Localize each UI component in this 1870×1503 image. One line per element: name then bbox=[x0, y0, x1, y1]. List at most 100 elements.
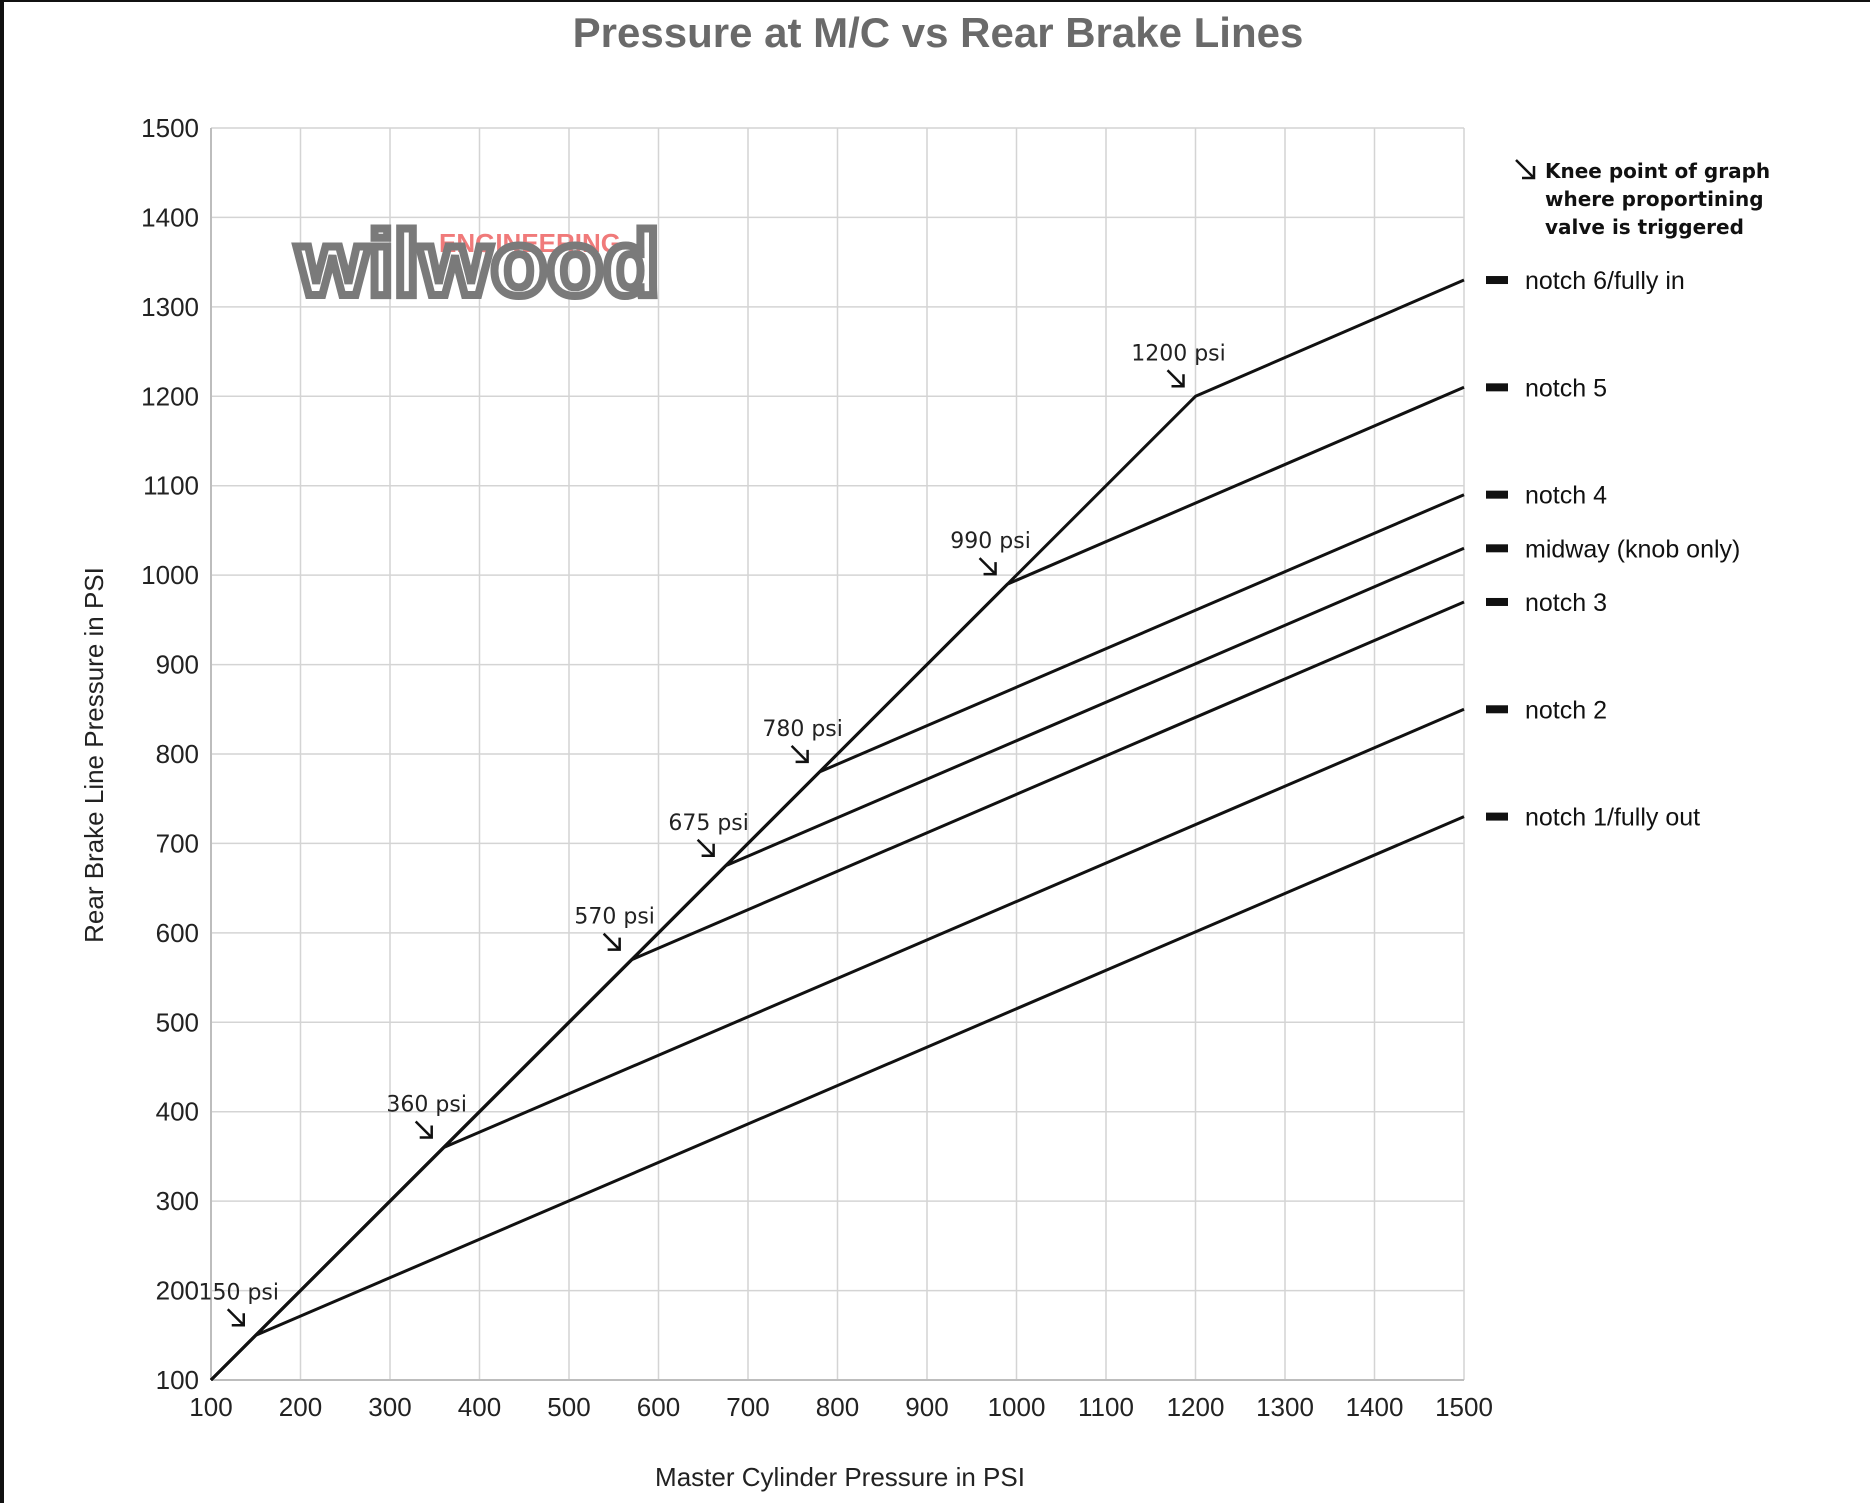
arrow-head bbox=[701, 843, 715, 858]
y-tick-label: 1200 bbox=[141, 381, 199, 411]
x-tick-label: 1300 bbox=[1256, 1392, 1314, 1422]
legend-item: notch 2 bbox=[1486, 696, 1607, 724]
left-border bbox=[0, 0, 4, 1503]
arrow-icon bbox=[1166, 369, 1185, 388]
x-tick-label: 1100 bbox=[1078, 1392, 1134, 1422]
arrow-head bbox=[795, 749, 809, 764]
legend-label: notch 1/fully out bbox=[1525, 804, 1700, 832]
arrow-head bbox=[607, 937, 621, 951]
y-tick-label: 500 bbox=[156, 1007, 199, 1037]
arrow-icon bbox=[696, 838, 715, 858]
arrow-shaft bbox=[602, 932, 621, 951]
series-lines bbox=[209, 278, 1465, 1382]
x-tick-label: 400 bbox=[458, 1392, 501, 1422]
arrow-shaft bbox=[414, 1120, 433, 1139]
knee-label: 150 psi bbox=[198, 1280, 279, 1305]
legend-label: notch 2 bbox=[1525, 696, 1607, 724]
legend-item: notch 6/fully in bbox=[1486, 267, 1685, 295]
y-tick-label: 1300 bbox=[141, 292, 199, 322]
y-tick-label: 1000 bbox=[141, 560, 199, 590]
x-tick-label: 700 bbox=[726, 1392, 769, 1422]
y-tick-label: 600 bbox=[156, 918, 199, 948]
x-tick-label: 1500 bbox=[1435, 1392, 1493, 1422]
knee-annotation: 780 psi bbox=[762, 717, 843, 764]
knee-annotation: 360 psi bbox=[386, 1092, 467, 1139]
y-tick-label: 200 bbox=[156, 1276, 199, 1306]
legend-label: midway (knob only) bbox=[1525, 535, 1740, 563]
x-axis-ticks: 100 200 300 400 500 600 700 800 900 1000 1100 1200 1… bbox=[189, 1392, 1493, 1422]
legend-swatch bbox=[1486, 705, 1508, 714]
arrow-icon bbox=[602, 932, 621, 951]
arrow-head bbox=[983, 562, 997, 576]
legend-item: midway (knob only) bbox=[1486, 535, 1740, 563]
legend-item: notch 5 bbox=[1486, 374, 1607, 402]
legend-swatch bbox=[1486, 490, 1508, 499]
knee-note-line-2: where proportining bbox=[1545, 187, 1764, 211]
arrow-shaft bbox=[978, 557, 997, 575]
legend-label: notch 5 bbox=[1525, 374, 1607, 402]
x-tick-label: 300 bbox=[368, 1392, 411, 1422]
knee-note-line-3: valve is triggered bbox=[1545, 215, 1744, 239]
y-tick-label: 1100 bbox=[143, 471, 199, 501]
legend-item: notch 4 bbox=[1486, 482, 1607, 510]
legend-swatch bbox=[1486, 812, 1508, 821]
knee-annotation: 1200 psi bbox=[1131, 341, 1226, 388]
plot-area bbox=[210, 128, 1464, 1381]
arrow-head bbox=[419, 1125, 433, 1139]
arrow-icon bbox=[1515, 159, 1536, 180]
knee-annotation: 990 psi bbox=[950, 529, 1031, 576]
x-tick-label: 100 bbox=[189, 1392, 232, 1422]
grid bbox=[210, 127, 1465, 1381]
knee-annotations: 150 psi 360 psi 570 psi 675 psi 780 psi 990 p… bbox=[198, 341, 1226, 1327]
knee-label: 360 psi bbox=[386, 1092, 467, 1117]
knee-label: 570 psi bbox=[574, 905, 655, 930]
legend-label: notch 4 bbox=[1525, 482, 1607, 510]
knee-note: Knee point of graph where proportining v… bbox=[1515, 159, 1770, 239]
top-border bbox=[0, 0, 1870, 2]
x-tick-label: 1000 bbox=[988, 1392, 1046, 1422]
y-tick-label: 300 bbox=[156, 1186, 199, 1216]
arrow-head bbox=[1171, 374, 1185, 388]
y-tick-label: 700 bbox=[156, 828, 199, 858]
legend-swatch bbox=[1486, 276, 1508, 285]
knee-label: 780 psi bbox=[762, 717, 843, 742]
logo-engineering-text: ENGINEERING bbox=[439, 228, 621, 258]
knee-note-line-1: Knee point of graph bbox=[1545, 159, 1770, 183]
arrow-shaft bbox=[696, 838, 715, 857]
y-tick-label: 1500 bbox=[141, 113, 199, 143]
x-axis-title: Master Cylinder Pressure in PSI bbox=[655, 1462, 1025, 1492]
knee-annotation: 675 psi bbox=[668, 811, 749, 858]
arrow-shaft bbox=[790, 745, 809, 763]
y-axis-ticks: 100 200 300 400 500 600 700 800 900 1000 1100 1200 1… bbox=[141, 113, 199, 1395]
y-tick-label: 800 bbox=[156, 739, 199, 769]
x-tick-label: 900 bbox=[905, 1392, 948, 1422]
x-tick-label: 1200 bbox=[1167, 1392, 1225, 1422]
series-line bbox=[209, 815, 1465, 1382]
arrow-icon bbox=[790, 745, 809, 764]
arrow-shaft bbox=[1166, 369, 1185, 388]
knee-label: 675 psi bbox=[668, 811, 749, 836]
legend-item: notch 3 bbox=[1486, 589, 1607, 617]
x-tick-label: 600 bbox=[637, 1392, 680, 1422]
arrow-icon bbox=[978, 557, 997, 576]
arrow-icon bbox=[226, 1308, 245, 1327]
legend-label: notch 3 bbox=[1525, 589, 1607, 617]
legend-label: notch 6/fully in bbox=[1525, 267, 1685, 295]
x-tick-label: 500 bbox=[547, 1392, 590, 1422]
y-axis-title: Rear Brake Line Pressure in PSI bbox=[79, 567, 109, 943]
legend: notch 6/fully in notch 5 notch 4 midway (kn… bbox=[1486, 267, 1740, 832]
arrow-head bbox=[231, 1313, 245, 1327]
y-tick-label: 100 bbox=[156, 1365, 199, 1395]
x-tick-label: 1400 bbox=[1346, 1392, 1404, 1422]
series-line bbox=[209, 707, 1465, 1382]
knee-annotation: 150 psi bbox=[198, 1280, 279, 1327]
arrow-icon bbox=[414, 1120, 433, 1139]
y-tick-label: 900 bbox=[156, 650, 199, 680]
x-tick-label: 200 bbox=[279, 1392, 322, 1422]
arrow-shaft bbox=[226, 1308, 245, 1327]
y-tick-label: 1400 bbox=[141, 202, 199, 232]
wilwood-logo: ENGINEERING wilwood bbox=[292, 209, 664, 319]
legend-item: notch 1/fully out bbox=[1486, 804, 1700, 832]
legend-swatch bbox=[1486, 544, 1508, 553]
